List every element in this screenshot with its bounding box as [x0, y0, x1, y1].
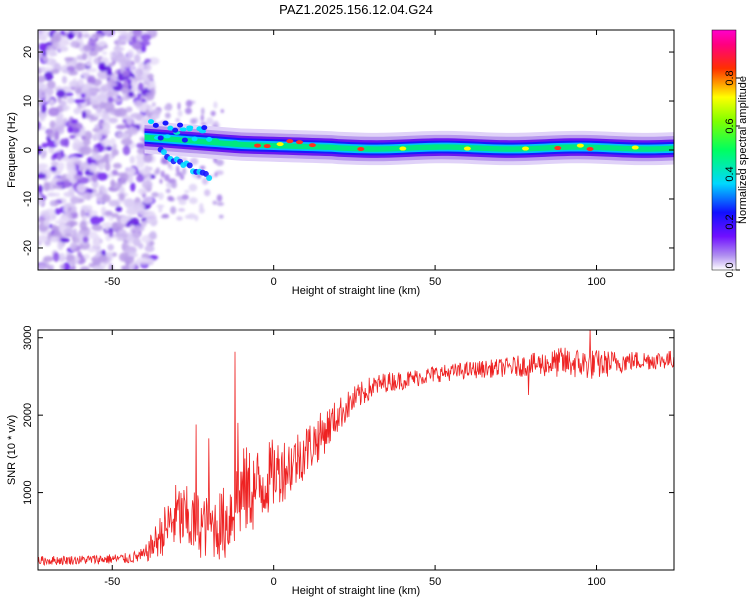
colorbar: 0.0 0.2 0.4 0.6 0.8 Normalized spectral ampl…: [711, 29, 749, 278]
figure-title: PAZ1.2025.156.12.04.G24: [279, 2, 433, 17]
x-tick-label: 100: [587, 576, 605, 588]
colorbar-label: Normalized spectral amplitude: [737, 76, 749, 224]
y-tick-label: -10: [22, 191, 34, 207]
x-tick-label: 0: [271, 576, 277, 588]
colorbar-tick-label: 0.8: [724, 70, 736, 85]
colorbar-tick-label: 0.0: [724, 262, 736, 277]
snr-panel: -50 0 50 100 1000 2000 3000 Height of straigh…: [6, 325, 675, 597]
snr-frame: [37, 329, 675, 571]
y-tick-label: 3000: [22, 325, 34, 349]
colorbar-tick-label: 0.2: [724, 214, 736, 229]
spectrogram-panel: -50 0 50 100 -20 -10 0 10 20 Height of straight…: [6, 29, 675, 297]
y-tick-label: 20: [22, 46, 34, 58]
snr-x-label: Height of straight line (km): [292, 585, 420, 597]
x-tick-label: -50: [104, 576, 120, 588]
colorbar-tick-label: 0.6: [724, 118, 736, 133]
spectrogram-x-label: Height of straight line (km): [292, 285, 420, 297]
spectrogram-heatmap: [38, 30, 674, 270]
y-tick-label: -20: [22, 240, 34, 256]
x-tick-label: 50: [429, 576, 441, 588]
snr-y-ticks: 1000 2000 3000: [22, 325, 674, 505]
spectrogram-x-ticks: -50 0 50 100: [104, 30, 606, 288]
x-tick-label: 0: [271, 276, 277, 288]
y-tick-label: 1000: [22, 480, 34, 504]
colorbar-tick-label: 0.4: [724, 166, 736, 181]
snr-x-ticks: -50 0 50 100: [104, 330, 606, 588]
y-tick-label: 0: [22, 147, 34, 153]
colorbar-ticks: 0.0 0.2 0.4 0.6 0.8: [724, 70, 740, 278]
spectrogram-y-label: Frequency (Hz): [6, 112, 18, 188]
snr-series-line: [38, 330, 674, 566]
x-tick-label: -50: [104, 276, 120, 288]
x-tick-label: 100: [587, 276, 605, 288]
y-tick-label: 10: [22, 95, 34, 107]
snr-y-label: SNR (10 * v/v): [6, 415, 18, 485]
y-tick-label: 2000: [22, 403, 34, 427]
x-tick-label: 50: [429, 276, 441, 288]
spectrogram-y-ticks: -20 -10 0 10 20: [22, 46, 674, 256]
colorbar-gradient: [711, 29, 737, 271]
spectrogram-ridge: [144, 119, 674, 182]
